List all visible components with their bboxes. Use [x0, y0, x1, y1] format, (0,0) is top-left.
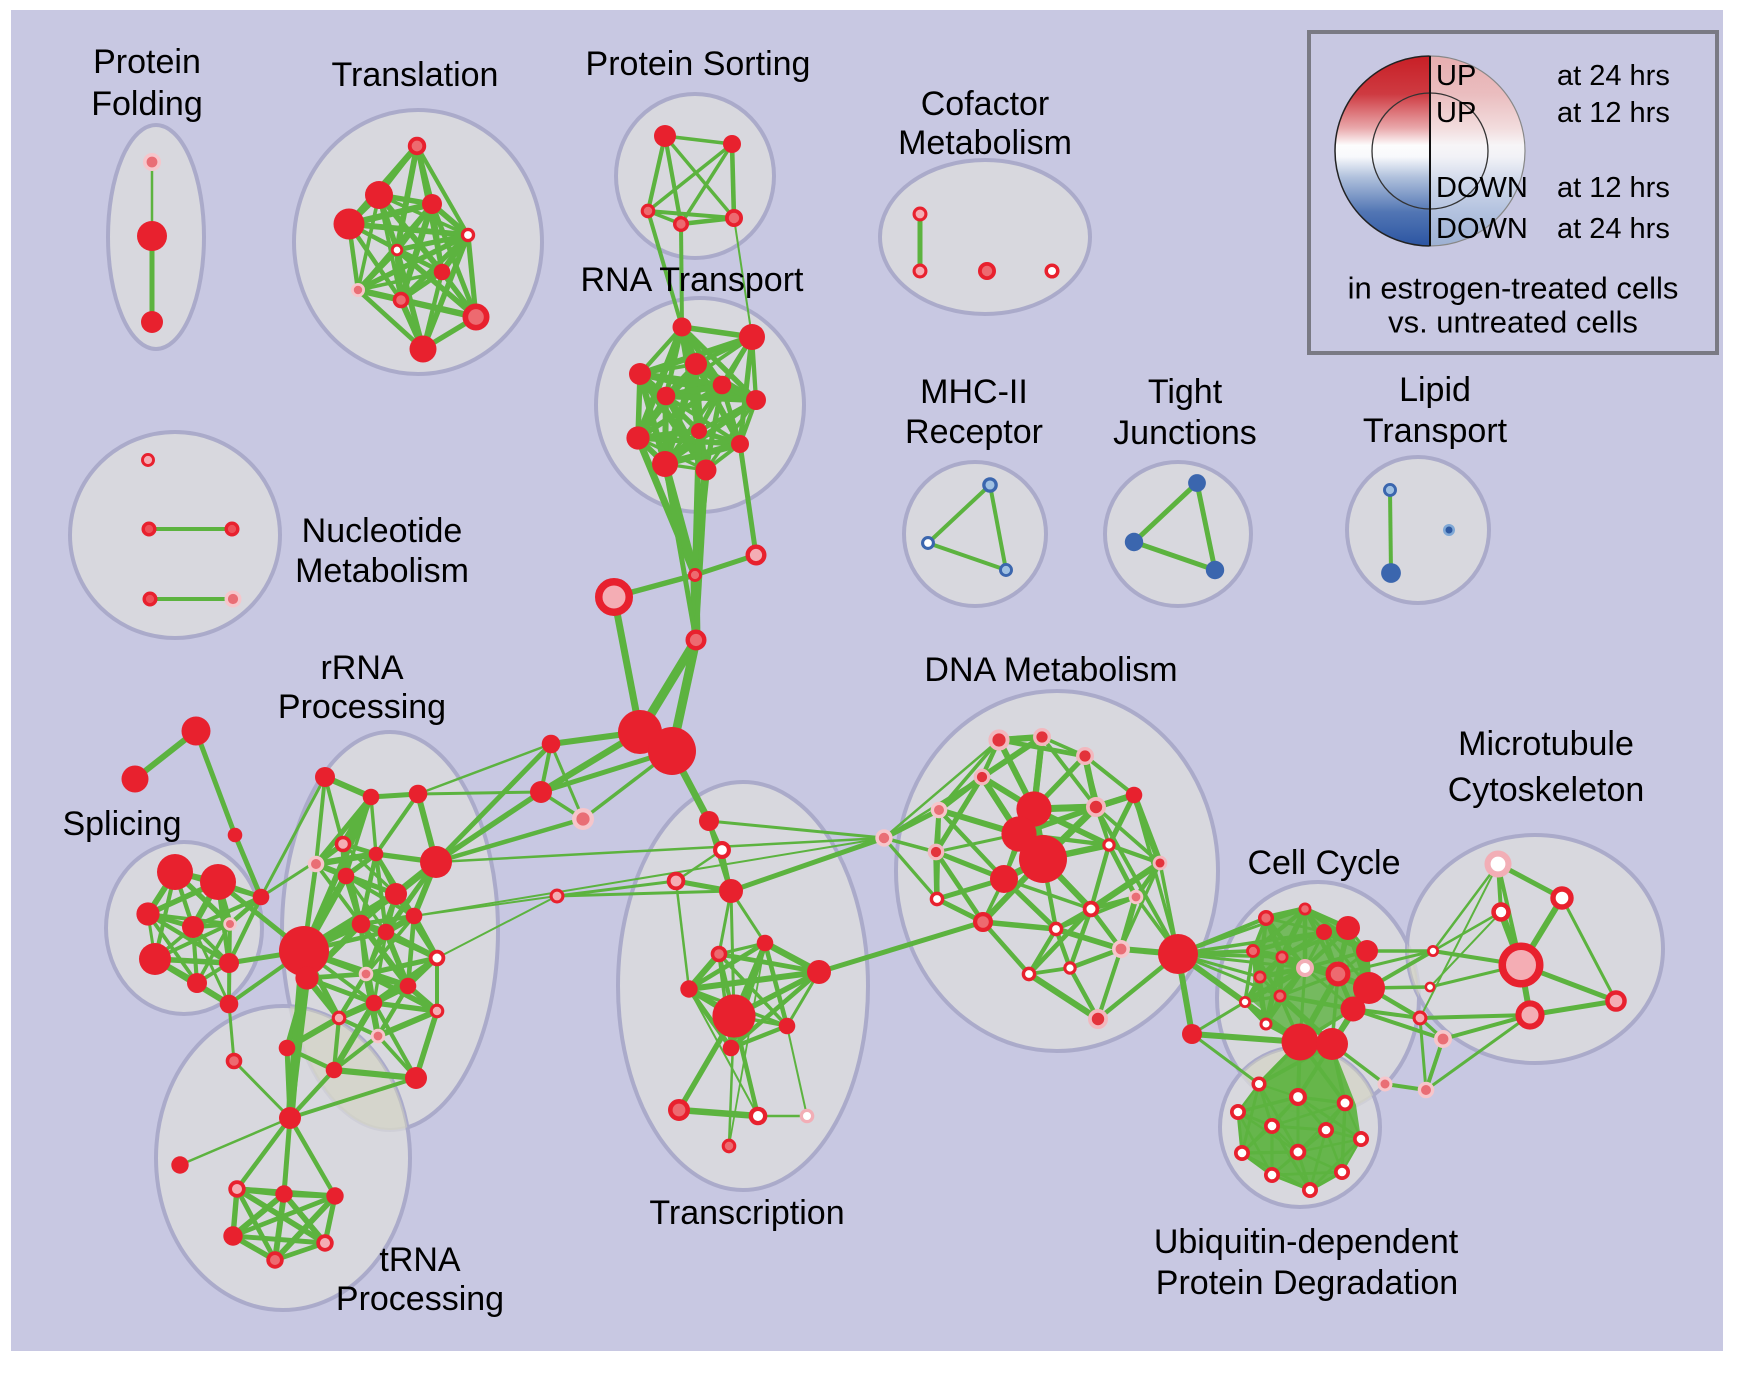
svg-text:DOWN: DOWN [1436, 172, 1528, 204]
svg-text:at 12 hrs: at 12 hrs [1557, 172, 1670, 204]
svg-text:Processing: Processing [336, 1280, 504, 1318]
svg-text:DOWN: DOWN [1436, 213, 1528, 245]
svg-text:Protein Degradation: Protein Degradation [1156, 1264, 1458, 1302]
svg-text:rRNA: rRNA [320, 649, 403, 687]
svg-text:UP: UP [1436, 97, 1476, 129]
svg-text:Transcription: Transcription [649, 1194, 844, 1232]
svg-text:Transport: Transport [1363, 412, 1508, 450]
svg-text:Lipid: Lipid [1399, 371, 1471, 409]
svg-text:Metabolism: Metabolism [295, 552, 469, 590]
svg-text:Junctions: Junctions [1113, 414, 1257, 452]
svg-text:Receptor: Receptor [905, 413, 1043, 451]
svg-text:at 12 hrs: at 12 hrs [1557, 97, 1670, 129]
svg-text:Cofactor: Cofactor [921, 85, 1050, 123]
svg-text:MHC-II: MHC-II [920, 373, 1028, 411]
svg-text:at 24 hrs: at 24 hrs [1557, 60, 1670, 92]
svg-text:Processing: Processing [278, 688, 446, 726]
svg-text:DNA Metabolism: DNA Metabolism [924, 651, 1177, 689]
svg-text:Tight: Tight [1148, 373, 1223, 411]
svg-text:Cell Cycle: Cell Cycle [1247, 844, 1400, 882]
svg-text:Folding: Folding [91, 85, 203, 123]
svg-text:Ubiquitin-dependent: Ubiquitin-dependent [1154, 1223, 1459, 1261]
svg-text:Metabolism: Metabolism [898, 124, 1072, 162]
svg-text:RNA Transport: RNA Transport [581, 261, 805, 299]
svg-text:Cytoskeleton: Cytoskeleton [1448, 771, 1645, 809]
svg-text:tRNA: tRNA [379, 1241, 461, 1279]
svg-text:Protein: Protein [93, 43, 201, 81]
svg-text:UP: UP [1436, 60, 1476, 92]
svg-text:Nucleotide: Nucleotide [302, 512, 463, 550]
svg-text:in estrogen-treated cells: in estrogen-treated cells [1348, 271, 1679, 306]
svg-text:vs. untreated cells: vs. untreated cells [1388, 305, 1638, 340]
svg-text:Microtubule: Microtubule [1458, 725, 1634, 763]
svg-text:Splicing: Splicing [62, 805, 181, 843]
svg-text:at 24 hrs: at 24 hrs [1557, 213, 1670, 245]
svg-text:Protein Sorting: Protein Sorting [586, 45, 811, 83]
svg-text:Translation: Translation [332, 56, 499, 94]
